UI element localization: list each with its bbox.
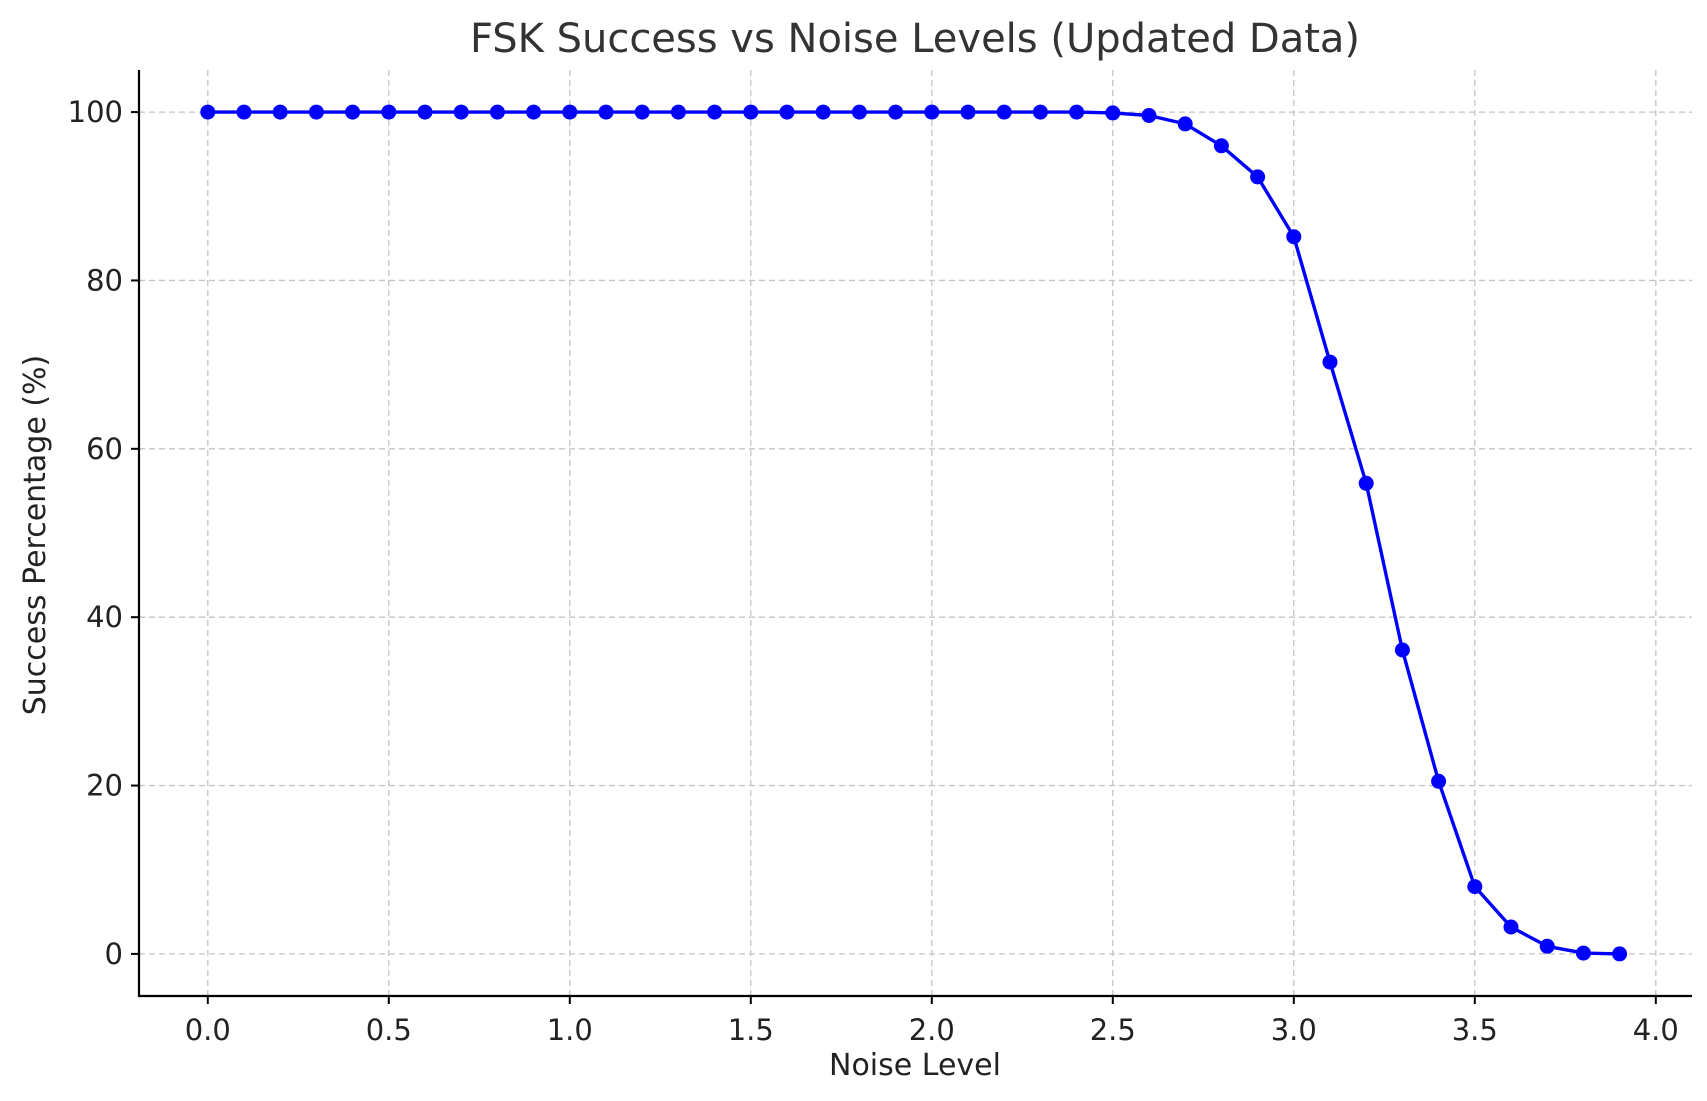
x-tick-label: 1.0 [547, 1013, 593, 1047]
data-point [1213, 138, 1229, 154]
data-point [924, 104, 940, 120]
y-tick-label: 80 [86, 263, 123, 297]
y-tick-label: 100 [68, 95, 123, 129]
data-point [1250, 169, 1266, 185]
data-point [1069, 104, 1085, 120]
data-point [1177, 116, 1193, 132]
x-tick-label: 3.5 [1452, 1013, 1498, 1047]
series-layer [200, 104, 1628, 962]
data-point [1105, 105, 1121, 121]
y-tick-label: 40 [86, 600, 123, 634]
data-point [888, 104, 904, 120]
data-point [489, 104, 505, 120]
data-point [1612, 946, 1628, 962]
data-point [1467, 879, 1483, 895]
x-tick-label: 4.0 [1633, 1013, 1679, 1047]
data-point [562, 104, 578, 120]
axes: 0.0 0.5 1.0 1.5 2.0 2.5 3.0 3.5 4.0 0 20 40 60 80 100 [68, 70, 1692, 1047]
x-tick-label: 2.5 [1090, 1013, 1136, 1047]
data-point [308, 104, 324, 120]
data-point [598, 104, 614, 120]
data-point [851, 104, 867, 120]
data-point [1032, 104, 1048, 120]
series-line [207, 110, 1620, 956]
data-point [272, 104, 288, 120]
data-point [1141, 108, 1157, 123]
data-point [960, 104, 976, 120]
data-point [1575, 945, 1591, 961]
x-tick-label: 2.0 [909, 1013, 955, 1047]
y-tick-label: 20 [86, 769, 123, 803]
data-point [1431, 773, 1447, 789]
data-point [1539, 938, 1555, 954]
data-point [236, 104, 252, 120]
data-point [707, 104, 723, 120]
data-point [779, 104, 795, 120]
data-point [453, 104, 469, 120]
data-point [634, 104, 650, 120]
data-point [417, 104, 433, 120]
data-point [743, 104, 759, 120]
data-point [1286, 229, 1302, 245]
x-tick-label: 3.0 [1271, 1013, 1317, 1047]
data-point [1322, 354, 1338, 370]
data-point [1503, 919, 1519, 935]
y-tick-label: 60 [86, 432, 123, 466]
data-point [526, 104, 542, 120]
data-point [815, 104, 831, 120]
y-tick-label: 0 [105, 937, 123, 971]
x-axis-label: Noise Level [829, 1048, 1001, 1083]
data-point [670, 104, 686, 120]
x-tick-label: 1.5 [728, 1013, 774, 1047]
data-point [200, 104, 216, 120]
x-tick-label: 0.0 [185, 1013, 231, 1047]
data-point [381, 104, 397, 120]
data-point [996, 104, 1012, 120]
x-tick-label: 0.5 [366, 1013, 412, 1047]
y-axis-label: Success Percentage (%) [18, 355, 53, 716]
data-point [345, 104, 361, 120]
grid [139, 70, 1692, 996]
data-point [1394, 642, 1410, 658]
data-point [1358, 475, 1374, 491]
axis-spine [137, 70, 1692, 998]
chart-title: FSK Success vs Noise Levels (Updated Dat… [470, 16, 1360, 62]
